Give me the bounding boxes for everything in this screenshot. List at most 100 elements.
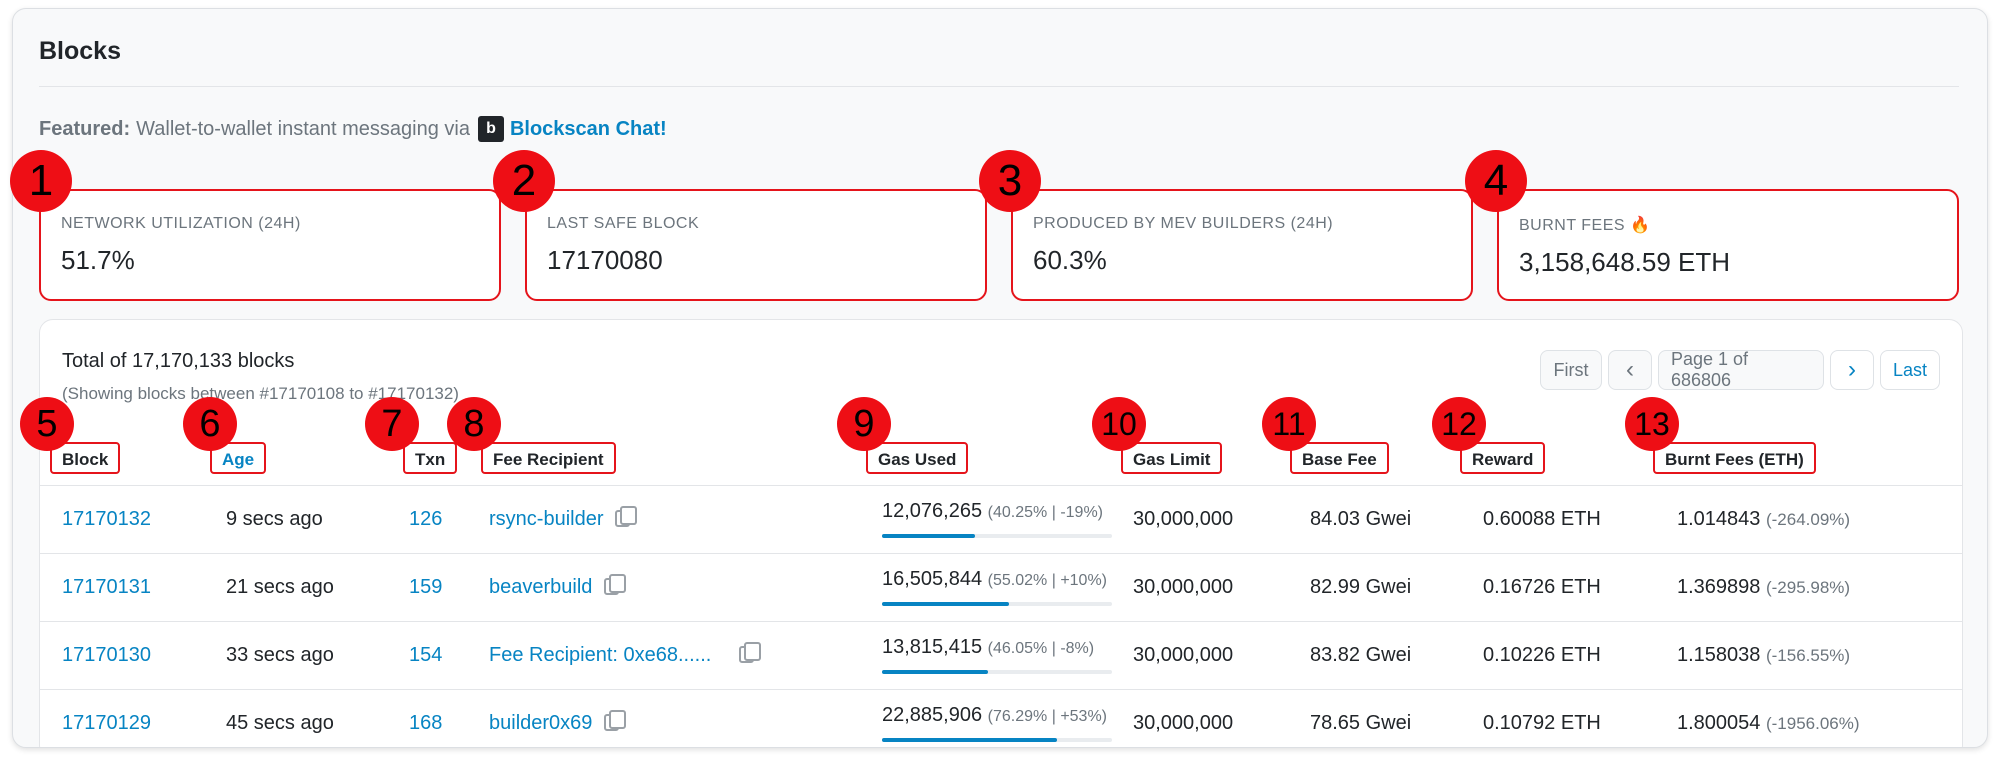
burnt-fees-percent: (-295.98%) [1765,578,1851,597]
gas-used-detail: (55.02% | +10%) [987,572,1108,589]
page-title: Blocks [39,37,121,65]
column-header-block: Block [50,442,121,474]
burnt-fees: 1.800054 (-1956.06%) [1677,712,1860,735]
annotation-badge-2: 2 [493,150,555,212]
base-fee: 78.65 Gwei [1310,712,1412,734]
last-page-button[interactable]: Last [1880,350,1940,390]
base-fee: 82.99 Gwei [1310,576,1412,598]
gas-used-detail: (76.29% | +53%) [987,708,1108,725]
burnt-fees-value: 1.800054 [1677,712,1761,734]
fee-recipient-link[interactable]: Fee Recipient: 0xe68...... [489,644,712,666]
featured-banner: Featured: Wallet-to-wallet instant messa… [39,116,667,142]
txn-count-link[interactable]: 168 [409,712,443,734]
copy-icon[interactable] [604,574,627,595]
txn-count-link[interactable]: 159 [409,576,443,598]
block-number-link[interactable]: 17170132 [62,508,151,530]
page-indicator: Page 1 of 686806 [1658,349,1824,390]
reward: 0.10226 ETH [1483,644,1601,666]
first-page-button[interactable]: First [1540,350,1602,390]
stat-label: PRODUCED BY MEV BUILDERS (24H) [1033,215,1334,232]
block-number-link[interactable]: 17170131 [62,576,151,598]
stat-card-network-utilization: NETWORK UTILIZATION (24H) 51.7% [39,189,501,301]
gas-used-value: 16,505,844 [882,568,983,590]
stat-card-last-safe-block: LAST SAFE BLOCK 17170080 [525,189,987,301]
annotation-badge-7: 7 [365,397,419,451]
gas-used-bar [882,534,1112,538]
gas-used-detail: (40.25% | -19%) [987,504,1103,521]
showing-range: (Showing blocks between #17170108 to #17… [62,384,459,403]
base-fee: 83.82 Gwei [1310,644,1412,666]
featured-text: Wallet-to-wallet instant messaging via [136,117,470,140]
reward: 0.16726 ETH [1483,576,1601,598]
divider [39,86,1959,87]
fee-recipient-cell: builder0x69 [489,710,627,735]
blocks-table: Total of 17,170,133 blocks (Showing bloc… [39,319,1963,747]
block-number-link[interactable]: 17170130 [62,644,151,666]
table-row: 17170132 9 secs ago 126 rsync-builder 12… [40,486,1962,554]
stat-value: 51.7% [61,245,135,275]
fee-recipient-link[interactable]: builder0x69 [489,712,593,734]
column-header-txn: Txn [403,442,458,474]
stat-card-mev-builders: PRODUCED BY MEV BUILDERS (24H) 60.3% [1011,189,1473,301]
prev-page-button[interactable]: ‹ [1608,350,1652,390]
block-age: 45 secs ago [226,712,334,734]
gas-limit: 30,000,000 [1133,644,1234,666]
gas-used-bar-fill [882,602,1009,606]
annotation-badge-8: 8 [447,397,501,451]
burnt-fees: 1.014843 (-264.09%) [1677,508,1850,531]
copy-icon[interactable] [739,642,762,663]
column-header-gas-used: Gas Used [866,442,969,474]
fee-recipient-cell: Fee Recipient: 0xe68...... [489,642,762,667]
stat-label: BURNT FEES 🔥 [1519,217,1651,234]
table-row: 17170130 33 secs ago 154 Fee Recipient: … [40,622,1962,690]
annotation-badge-12: 12 [1432,397,1486,451]
fee-recipient-link[interactable]: beaverbuild [489,576,593,598]
column-header-age[interactable]: Age [210,442,267,474]
blockscan-logo-icon: b [477,116,504,142]
fee-recipient-link[interactable]: rsync-builder [489,508,604,530]
burnt-fees-value: 1.369898 [1677,576,1761,598]
gas-used-bar [882,670,1112,674]
gas-used-bar [882,602,1112,606]
copy-icon[interactable] [615,506,638,527]
burnt-fees-value: 1.014843 [1677,508,1761,530]
gas-used-value: 13,815,415 [882,636,983,658]
burnt-fees-value: 1.158038 [1677,644,1761,666]
burnt-fees-percent: (-156.55%) [1765,646,1851,665]
table-row: 17170129 45 secs ago 168 builder0x69 22,… [40,690,1962,747]
copy-icon[interactable] [604,710,627,731]
burnt-fees: 1.369898 (-295.98%) [1677,576,1850,599]
block-number-link[interactable]: 17170129 [62,712,151,734]
burnt-fees: 1.158038 (-156.55%) [1677,644,1850,667]
stat-card-burnt-fees: BURNT FEES 🔥 3,158,648.59 ETH [1497,189,1959,301]
burnt-fees-percent: (-1956.06%) [1765,714,1860,733]
annotation-badge-3: 3 [979,150,1041,212]
stat-label: NETWORK UTILIZATION (24H) [61,215,301,232]
stat-value: 3,158,648.59 ETH [1519,247,1731,277]
gas-used-value: 22,885,906 [882,704,983,726]
gas-limit: 30,000,000 [1133,508,1234,530]
annotation-badge-9: 9 [837,397,891,451]
txn-count-link[interactable]: 154 [409,644,443,666]
gas-used-bar-fill [882,670,988,674]
gas-limit: 30,000,000 [1133,712,1234,734]
stat-label: LAST SAFE BLOCK [547,215,700,232]
annotation-badge-10: 10 [1092,397,1146,451]
annotation-badge-11: 11 [1262,397,1316,451]
annotation-badge-13: 13 [1625,397,1679,451]
column-header-base-fee: Base Fee [1290,442,1389,474]
stat-value: 17170080 [547,245,663,275]
column-header-gas-limit: Gas Limit [1121,442,1223,474]
gas-used-detail: (46.05% | -8%) [987,640,1095,657]
next-page-button[interactable]: › [1830,350,1874,390]
fee-recipient-cell: rsync-builder [489,506,638,531]
blockscan-chat-link[interactable]: Blockscan Chat! [509,117,667,140]
txn-count-link[interactable]: 126 [409,508,443,530]
burnt-fees-percent: (-264.09%) [1765,510,1851,529]
gas-used: 22,885,906 (76.29% | +53%) [882,704,1107,727]
annotation-badge-5: 5 [20,397,74,451]
reward: 0.60088 ETH [1483,508,1601,530]
annotation-badge-1: 1 [10,150,72,212]
reward: 0.10792 ETH [1483,712,1601,734]
pagination: First ‹ Page 1 of 686806 › Last [1540,349,1940,390]
